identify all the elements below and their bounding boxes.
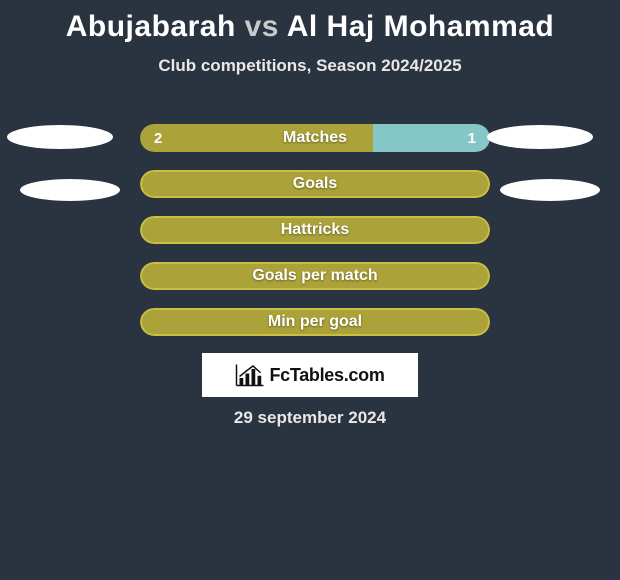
subtitle: Club competitions, Season 2024/2025 <box>0 56 620 76</box>
stat-label: Hattricks <box>140 216 490 244</box>
stat-label: Matches <box>140 124 490 152</box>
vs-separator: vs <box>245 10 279 43</box>
right-decoration-ellipse <box>487 125 593 149</box>
left-decoration-ellipse <box>7 125 113 149</box>
stat-label: Goals per match <box>140 262 490 290</box>
stat-row: Goals <box>140 170 490 198</box>
fctables-logo: FcTables.com <box>202 353 418 397</box>
right-decoration-ellipse <box>500 179 600 201</box>
stat-row: 21Matches <box>140 124 490 152</box>
page-title: Abujabarah vs Al Haj Mohammad <box>0 0 620 44</box>
logo-text: FcTables.com <box>269 365 384 386</box>
bar-chart-icon <box>235 363 265 387</box>
stat-label: Min per goal <box>140 308 490 336</box>
stats-bar-area: 21Matches Goals Hattricks Goals per match Mi… <box>140 124 490 354</box>
player1-name: Abujabarah <box>66 10 236 43</box>
snapshot-date: 29 september 2024 <box>0 408 620 428</box>
player2-name: Al Haj Mohammad <box>287 10 555 43</box>
stat-row: Goals per match <box>140 262 490 290</box>
left-decoration-ellipse <box>20 179 120 201</box>
stat-row: Min per goal <box>140 308 490 336</box>
stat-row: Hattricks <box>140 216 490 244</box>
stat-label: Goals <box>140 170 490 198</box>
